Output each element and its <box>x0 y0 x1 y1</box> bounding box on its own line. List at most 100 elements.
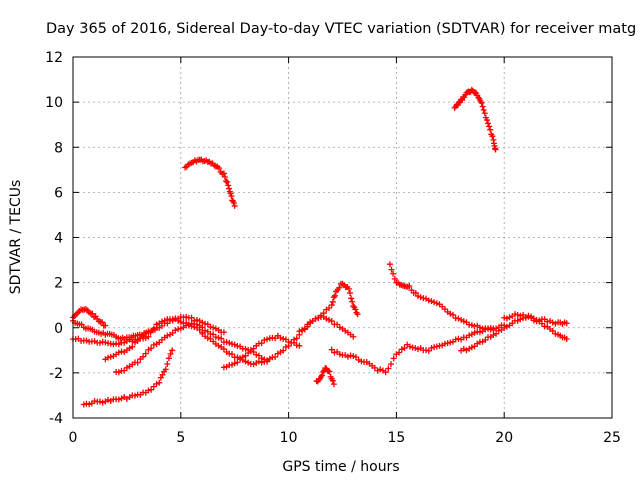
data-point <box>277 334 284 341</box>
y-tick-label: 0 <box>54 321 63 337</box>
data-point <box>282 343 289 350</box>
data-point <box>528 314 535 321</box>
data-point <box>145 333 152 340</box>
data-point <box>544 318 551 325</box>
data-point <box>102 339 109 346</box>
data-point <box>326 368 333 375</box>
data-point <box>501 314 508 321</box>
data-point <box>226 185 233 192</box>
data-point <box>471 329 478 336</box>
data-point <box>431 299 438 306</box>
data-point <box>326 316 333 323</box>
data-point <box>261 337 268 344</box>
data-point <box>412 289 419 296</box>
y-tick-label: 6 <box>54 185 63 201</box>
data-point <box>511 311 518 318</box>
data-point <box>218 335 225 342</box>
data-point <box>156 379 163 386</box>
data-point <box>428 344 435 351</box>
data-point <box>226 339 233 346</box>
data-point <box>169 329 176 336</box>
data-point <box>414 293 421 300</box>
data-point <box>231 202 238 209</box>
data-point <box>382 369 389 376</box>
data-point <box>247 346 254 353</box>
series-arc-12 <box>386 261 497 334</box>
data-point <box>129 343 136 350</box>
data-point <box>433 300 440 307</box>
data-point <box>220 346 227 353</box>
data-point <box>388 266 395 273</box>
series-arc-4 <box>80 347 176 408</box>
data-point <box>354 311 361 318</box>
data-point <box>371 364 378 371</box>
data-point <box>105 396 112 403</box>
data-point <box>234 359 241 366</box>
data-point <box>150 383 157 390</box>
data-point <box>350 303 357 310</box>
data-point <box>425 297 432 304</box>
series-arc-8 <box>220 332 303 371</box>
data-point <box>390 355 397 362</box>
data-point <box>417 294 424 301</box>
data-point <box>115 349 122 356</box>
data-point <box>482 326 489 333</box>
data-point <box>490 332 497 339</box>
data-point <box>223 178 230 185</box>
series-arc-9 <box>296 280 361 335</box>
data-point <box>169 347 176 354</box>
data-point <box>552 330 559 337</box>
data-point <box>231 360 238 367</box>
data-point <box>525 313 532 320</box>
data-point <box>423 347 430 354</box>
data-point <box>220 329 227 336</box>
data-point <box>447 339 454 346</box>
data-point <box>538 320 545 327</box>
data-point <box>328 302 335 309</box>
data-point <box>503 323 510 330</box>
data-point <box>489 133 496 140</box>
data-point <box>121 367 128 374</box>
series-arc-11 <box>328 322 508 376</box>
data-point <box>406 282 413 289</box>
data-point <box>215 334 222 341</box>
data-point <box>301 325 308 332</box>
data-point <box>280 347 287 354</box>
data-point <box>148 345 155 352</box>
data-point <box>336 351 343 358</box>
data-point <box>258 340 265 347</box>
data-point <box>231 341 238 348</box>
data-point <box>165 355 172 362</box>
y-axis-label: SDTVAR / TECUs <box>8 180 24 295</box>
data-point <box>145 328 152 335</box>
data-point <box>401 345 408 352</box>
series-arc-5 <box>102 316 206 363</box>
axes: 0 5 10 15 20 25 -4 -2 0 2 4 6 8 10 12 <box>45 50 621 446</box>
data-point <box>131 392 138 399</box>
series-arc-10 <box>313 365 337 388</box>
data-point <box>455 335 462 342</box>
data-point <box>425 347 432 354</box>
data-point <box>329 298 336 305</box>
data-point <box>83 337 90 344</box>
data-point <box>150 325 157 332</box>
data-point <box>185 321 192 328</box>
data-point <box>96 339 103 346</box>
data-points <box>70 86 570 408</box>
data-point <box>99 319 106 326</box>
data-point <box>134 338 141 345</box>
data-point <box>481 110 488 117</box>
data-point <box>145 387 152 394</box>
data-point <box>478 99 485 106</box>
data-point <box>447 310 454 317</box>
data-point <box>334 321 341 328</box>
x-tick-label: 20 <box>495 430 513 446</box>
data-point <box>89 310 96 317</box>
data-point <box>210 331 217 338</box>
series-arc-14 <box>501 311 570 343</box>
data-point <box>350 353 357 360</box>
data-point <box>486 123 493 130</box>
data-point <box>388 361 395 368</box>
series-arc-7 <box>199 312 357 368</box>
data-point <box>224 179 231 186</box>
